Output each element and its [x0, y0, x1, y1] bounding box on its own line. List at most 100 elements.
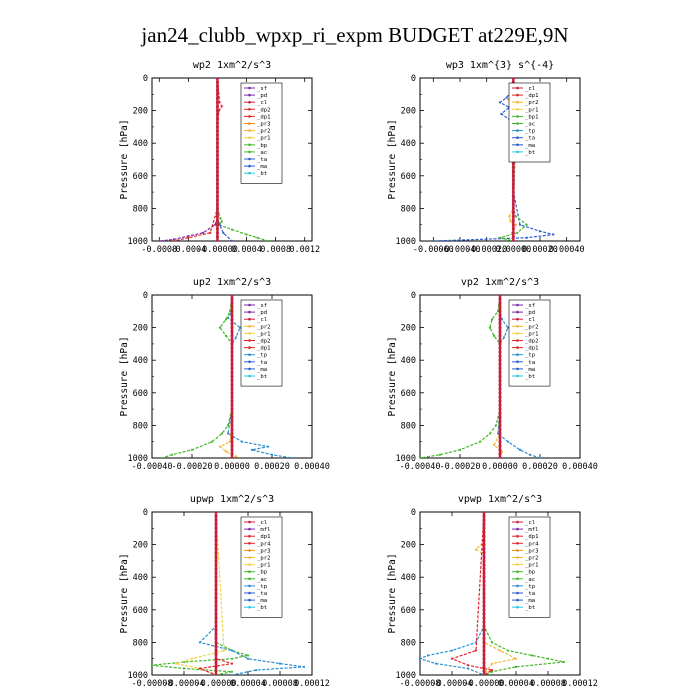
data-point: [220, 220, 223, 223]
data-point: [482, 632, 486, 636]
data-point: [466, 664, 470, 667]
legend-entry: _dp2: [257, 339, 270, 345]
data-point: [498, 313, 502, 317]
x-tick-label: 0.00020: [522, 245, 558, 255]
legend-entry: _pr3: [525, 548, 538, 554]
data-point: [230, 673, 234, 675]
legend-swatch-marker: [248, 534, 251, 538]
data-point: [256, 236, 259, 239]
data-point: [514, 665, 518, 668]
legend-entry: _pd: [257, 93, 267, 99]
data-point: [215, 170, 219, 174]
series-group: [160, 295, 294, 458]
data-point: [214, 512, 218, 514]
data-point: [215, 141, 219, 145]
data-point: [511, 78, 515, 80]
x-tick-label: -0.00040: [132, 462, 173, 472]
data-point: [490, 641, 494, 644]
legend-entry: _pr1: [257, 563, 270, 569]
data-point: [511, 194, 515, 198]
legend-swatch-marker: [516, 367, 519, 371]
data-point: [214, 669, 218, 673]
data-point: [511, 235, 515, 239]
series-line-bp: [152, 512, 249, 675]
legend-entry: _tp: [257, 353, 268, 359]
data-point: [238, 326, 242, 329]
data-point: [230, 301, 234, 305]
data-point: [511, 198, 515, 202]
y-tick-label: 600: [401, 389, 416, 399]
data-point: [215, 223, 219, 227]
data-point: [482, 579, 486, 583]
legend-entry: _dp1: [525, 534, 538, 540]
data-point: [482, 624, 486, 628]
legend-swatch-marker: [516, 122, 519, 125]
data-point: [538, 230, 542, 233]
data-point: [498, 334, 502, 338]
legend: _cl_dp1_pr2_pr1_bp1 _ac_tp_ta_ma_bt: [508, 82, 551, 163]
panel-6: vpwp 1xm^2/s^3 Pressure [hPa] 0 200 400 600 80…: [387, 494, 598, 689]
data-point: [278, 662, 282, 665]
legend-entry: _dp1: [525, 93, 538, 99]
data-point: [215, 194, 219, 198]
data-point: [492, 443, 496, 447]
legend-swatch-marker: [516, 542, 519, 545]
data-point: [498, 366, 502, 370]
data-point: [482, 539, 486, 543]
data-point: [230, 403, 234, 407]
data-point: [214, 526, 218, 530]
data-point: [215, 210, 219, 214]
x-tick-label: -0.00000: [197, 245, 238, 255]
data-point: [215, 215, 219, 219]
data-point: [450, 649, 454, 652]
data-point: [215, 219, 219, 223]
data-point: [420, 456, 422, 458]
data-point: [215, 162, 219, 166]
y-tick-label: 600: [133, 389, 148, 399]
data-point: [498, 444, 502, 448]
data-point: [228, 310, 232, 313]
data-point: [218, 445, 222, 448]
data-point: [215, 190, 219, 194]
legend-swatch-marker: [248, 570, 251, 573]
data-point: [426, 654, 430, 657]
data-point: [230, 354, 234, 358]
x-tick-label: -0.00000: [464, 679, 505, 689]
data-point: [498, 350, 502, 354]
data-point: [214, 555, 218, 559]
data-point: [230, 358, 234, 362]
data-point: [215, 92, 219, 96]
data-point: [172, 238, 175, 241]
data-point: [498, 419, 502, 423]
data-point: [502, 336, 506, 339]
data-point: [498, 395, 502, 399]
data-point: [511, 206, 515, 210]
data-point: [482, 612, 486, 616]
x-tick-label: 0.00012: [294, 679, 330, 689]
legend-entry: _pr2: [257, 129, 270, 135]
data-point: [209, 231, 212, 234]
data-point: [500, 450, 504, 453]
x-tick-label: 0.0008: [260, 245, 291, 255]
data-point: [230, 452, 234, 456]
data-point: [215, 113, 219, 117]
legend-swatch-marker: [248, 143, 251, 147]
data-point: [230, 657, 234, 660]
data-point: [511, 215, 515, 219]
data-point: [482, 555, 486, 559]
x-tick-label: -0.0008: [141, 245, 177, 255]
data-point: [482, 628, 486, 632]
data-point: [506, 440, 510, 443]
y-tick-label: 400: [133, 573, 148, 583]
data-point: [498, 362, 502, 366]
legend-swatch-marker: [516, 527, 519, 531]
data-point: [482, 596, 486, 600]
legend-swatch-marker: [516, 100, 519, 104]
data-point: [482, 559, 486, 563]
data-point: [498, 432, 502, 436]
data-point: [230, 350, 234, 354]
y-tick-label: 0: [143, 74, 148, 84]
x-tick-label: -0.00040: [400, 462, 441, 472]
legend-swatch-marker: [248, 129, 251, 132]
legend-entry: _pr4: [525, 541, 539, 547]
